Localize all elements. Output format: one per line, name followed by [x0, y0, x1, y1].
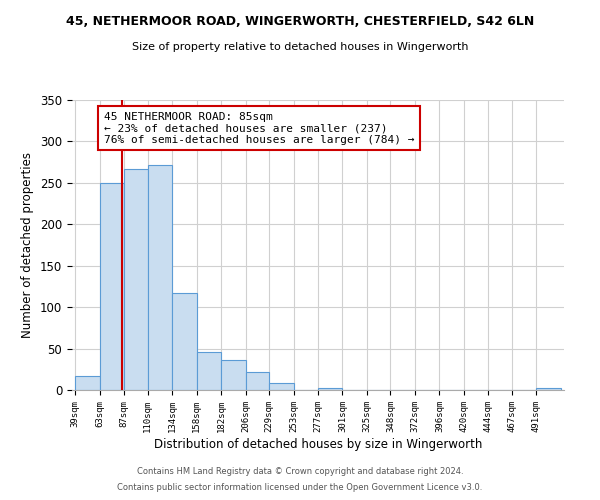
Bar	[100, 183, 124, 390]
X-axis label: Distribution of detached houses by size in Wingerworth: Distribution of detached houses by size …	[154, 438, 482, 450]
Bar	[148, 164, 172, 390]
Bar	[197, 352, 221, 390]
Bar	[318, 388, 343, 390]
Bar	[221, 360, 245, 390]
Bar	[536, 388, 561, 390]
Text: Contains public sector information licensed under the Open Government Licence v3: Contains public sector information licen…	[118, 484, 482, 492]
Bar	[245, 372, 269, 390]
Text: Size of property relative to detached houses in Wingerworth: Size of property relative to detached ho…	[132, 42, 468, 52]
Bar	[75, 376, 100, 390]
Bar	[172, 293, 197, 390]
Bar	[269, 382, 293, 390]
Text: Contains HM Land Registry data © Crown copyright and database right 2024.: Contains HM Land Registry data © Crown c…	[137, 467, 463, 476]
Text: 45 NETHERMOOR ROAD: 85sqm
← 23% of detached houses are smaller (237)
76% of semi: 45 NETHERMOOR ROAD: 85sqm ← 23% of detac…	[104, 112, 415, 145]
Text: 45, NETHERMOOR ROAD, WINGERWORTH, CHESTERFIELD, S42 6LN: 45, NETHERMOOR ROAD, WINGERWORTH, CHESTE…	[66, 15, 534, 28]
Y-axis label: Number of detached properties: Number of detached properties	[22, 152, 34, 338]
Bar	[124, 169, 148, 390]
